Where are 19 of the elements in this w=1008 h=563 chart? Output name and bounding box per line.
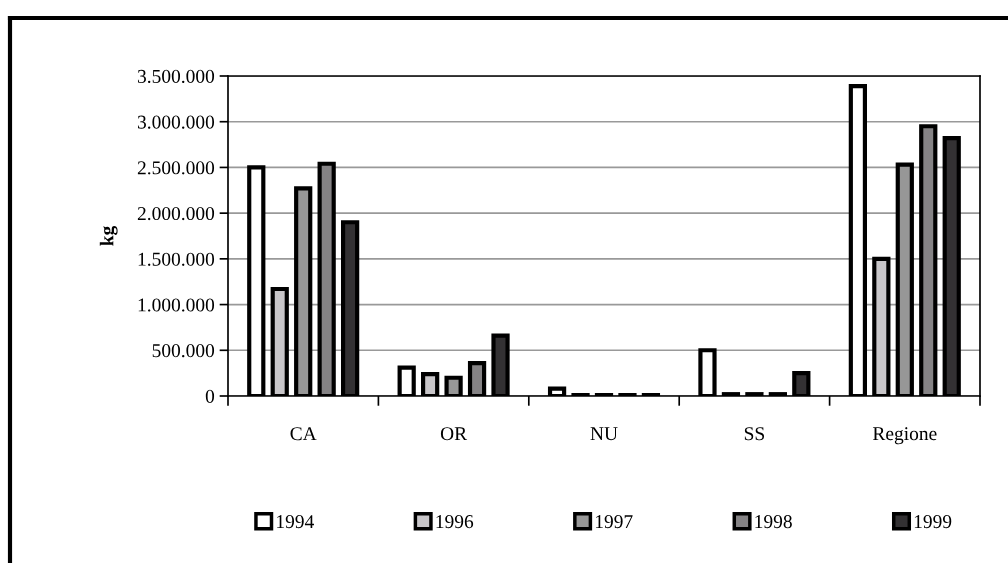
legend-label: 1994 <box>277 515 314 529</box>
x-tick-label: SS <box>744 427 765 441</box>
legend-label: 1999 <box>914 515 952 529</box>
y-tick-label: 3.500.000 <box>137 69 215 84</box>
x-tick-label: OR <box>440 427 468 441</box>
legend-label: 1996 <box>436 515 474 529</box>
x-tick-label: CA <box>290 427 317 441</box>
y-axis-title: kg <box>99 225 118 246</box>
y-tick-label: 1.000.000 <box>138 298 215 312</box>
legend-label: 1997 <box>595 515 633 529</box>
y-tick-label: 0 <box>205 389 215 403</box>
y-tick-label: 3.000.000 <box>137 115 215 129</box>
y-tick-label: 2.500.000 <box>137 161 215 175</box>
y-tick-label: 2.000.000 <box>137 206 215 221</box>
x-tick-label: NU <box>590 427 618 441</box>
y-tick-label: 1.500.000 <box>138 252 215 266</box>
x-tick-label: Regione <box>872 427 937 445</box>
legend-label: 1998 <box>755 515 792 529</box>
y-tick-label: 500.000 <box>152 344 215 358</box>
